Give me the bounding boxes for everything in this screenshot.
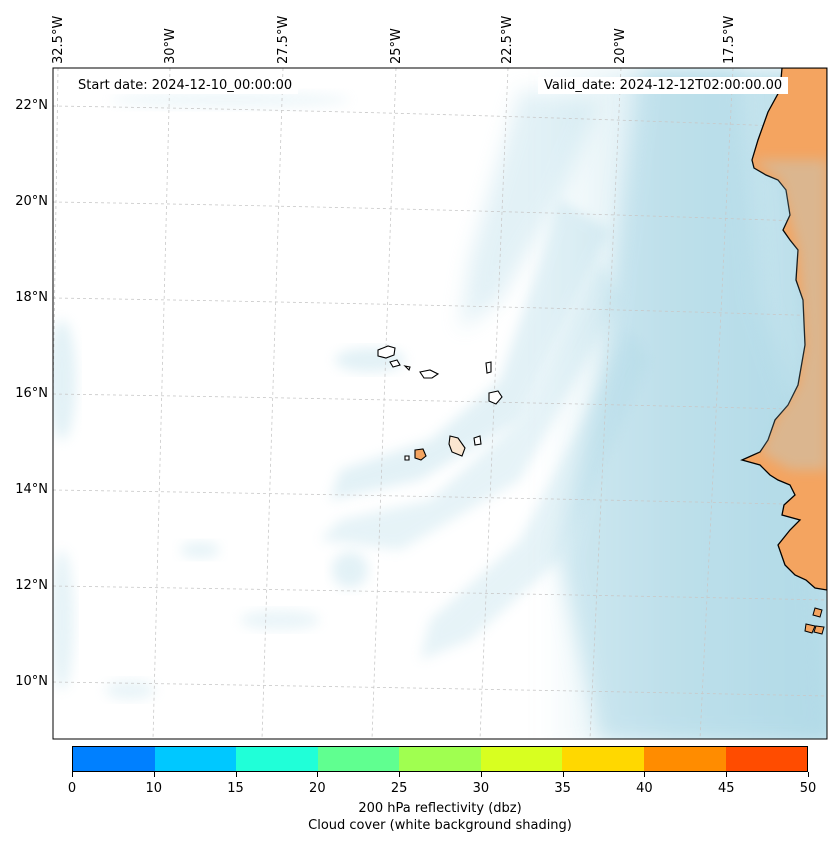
colorbar-segment-8 (725, 747, 808, 771)
lat-label-12n: 12°N (15, 578, 48, 593)
colorbar-tick-label: 20 (309, 781, 326, 796)
boa-vista (488, 390, 503, 405)
cloud-patch-4 (240, 610, 320, 630)
colorbar-tick-mark (808, 772, 809, 777)
colorbar-tick-label: 45 (717, 781, 735, 796)
lon-label-20w: 20°W (613, 28, 628, 64)
colorbar-label-reflectivity: 200 hPa reflectivity (dbz) (358, 801, 522, 816)
colorbar-tick-mark (562, 772, 564, 777)
colorbar-tick-mark (317, 772, 319, 777)
lat-label-14n: 14°N (15, 482, 48, 497)
colorbar-tick-label: 30 (472, 781, 490, 796)
lon-label-32-5w: 32.5°W (51, 15, 66, 64)
lat-label-22n: 22°N (15, 98, 48, 113)
maio (473, 435, 482, 446)
bijagos-island-2 (804, 623, 816, 634)
colorbar-tick-label: 40 (636, 781, 653, 796)
colorbar (72, 746, 808, 772)
lon-label-27-5w: 27.5°W (276, 15, 291, 64)
cloud-patch-3 (332, 552, 368, 588)
africa-east-cloud-overlay (752, 160, 827, 470)
santa-luzia (403, 365, 411, 372)
cloud-patch-west2 (53, 550, 74, 690)
colorbar-segment-3 (317, 747, 400, 771)
bijagos-island-1 (812, 607, 823, 618)
cloud-band-east (560, 68, 827, 739)
brava (404, 455, 410, 461)
colorbar-tick-label: 35 (554, 781, 571, 796)
colorbar-tick-mark (72, 772, 73, 777)
colorbar-tick-label: 15 (227, 781, 244, 796)
cloud-patch-6 (110, 92, 350, 108)
lon-label-25w: 25°W (389, 28, 404, 64)
colorbar-segment-4 (399, 747, 481, 771)
start-date-label: Start date: 2024-12-10_00:00:00 (72, 77, 299, 94)
lat-label-18n: 18°N (15, 290, 48, 305)
cloud-band-north (460, 90, 600, 330)
lon-label-30w: 30°W (163, 28, 178, 64)
cloud-patch-5 (105, 680, 155, 700)
lon-label-22-5w: 22.5°W (500, 15, 515, 64)
fogo (414, 448, 427, 461)
lat-label-16n: 16°N (15, 386, 48, 401)
colorbar-tick-mark (153, 772, 155, 777)
colorbar-segment-5 (480, 747, 563, 771)
gridlines (53, 68, 827, 739)
colorbar-tick-mark (235, 772, 237, 777)
lat-label-10n: 10°N (15, 674, 48, 689)
colorbar-label-cloud-cover: Cloud cover (white background shading) (308, 818, 572, 833)
cloud-streak-2 (320, 260, 620, 550)
valid-date-label: Valid_date: 2024-12-12T02:00:00.00 (538, 77, 789, 94)
lat-label-20n: 20°N (15, 194, 48, 209)
bijagos-island-3 (813, 625, 825, 635)
cape-verde-islands (377, 345, 503, 461)
colorbar-tick-label: 50 (799, 781, 817, 796)
colorbar-tick-mark (399, 772, 401, 777)
colorbar-segment-7 (643, 747, 726, 771)
colorbar-segment-1 (154, 747, 237, 771)
cloud-streak-3 (420, 330, 650, 660)
santo-antao (377, 345, 396, 359)
colorbar-segment-2 (236, 747, 318, 771)
colorbar-tick-label: 25 (390, 781, 408, 796)
colorbar-tick-mark (726, 772, 728, 777)
colorbar-tick-mark (480, 772, 482, 777)
colorbar-tick-mark (644, 772, 646, 777)
lon-label-17-5w: 17.5°W (722, 15, 737, 64)
cloud-patch-west (53, 320, 76, 440)
colorbar-segment-6 (562, 747, 644, 771)
colorbar-tick-label: 0 (67, 781, 77, 796)
cloud-streak-1 (330, 200, 610, 500)
sao-nicolau (419, 369, 440, 379)
santiago (448, 435, 466, 457)
sal (485, 361, 492, 374)
colorbar-segment-0 (73, 747, 155, 771)
cloud-patch-2 (180, 542, 220, 558)
colorbar-tick-label: 10 (145, 781, 163, 796)
map-frame (52, 67, 828, 740)
sao-vicente (389, 359, 401, 368)
